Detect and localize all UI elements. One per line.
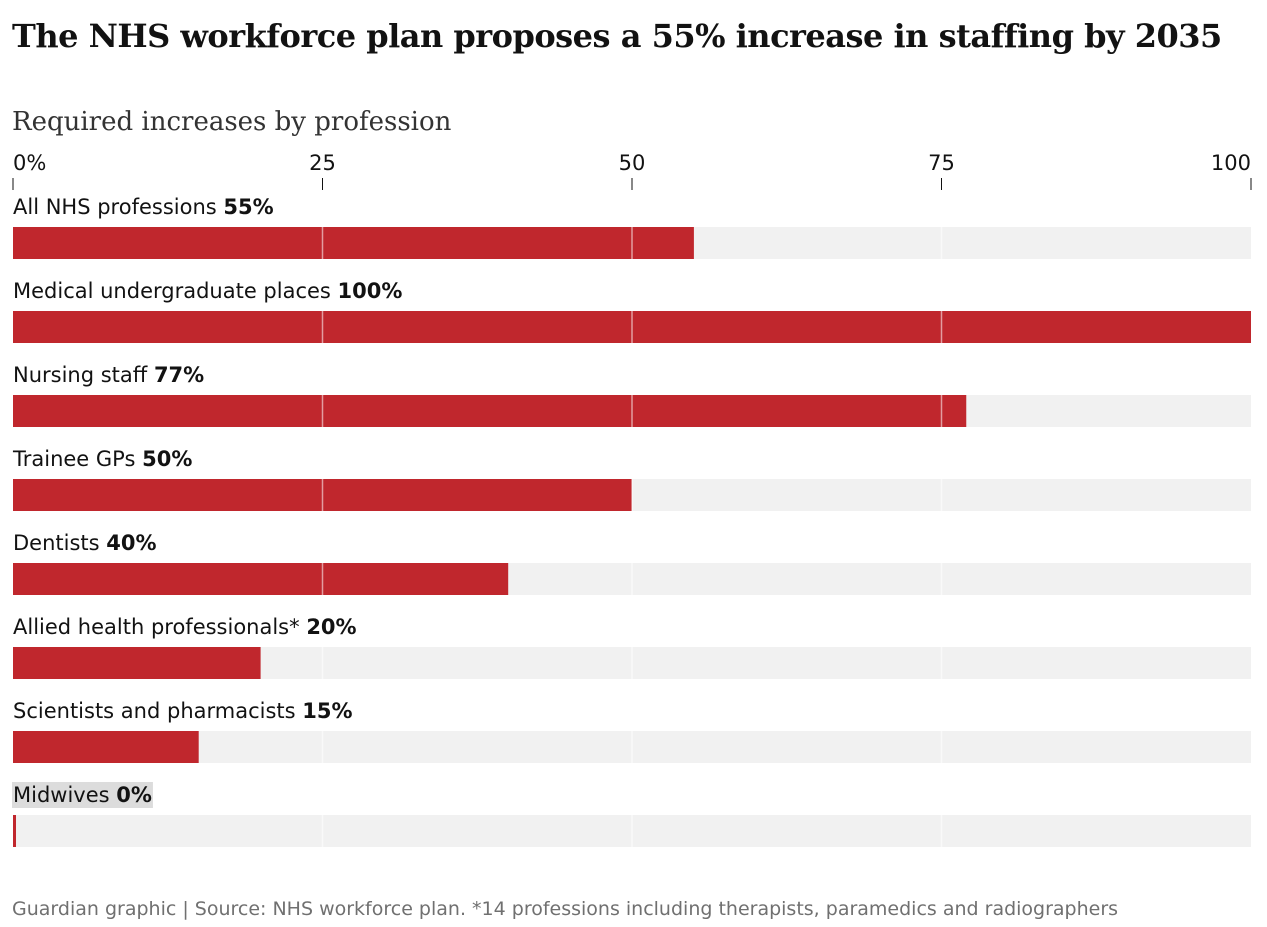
data-label: 0% <box>116 783 152 807</box>
bar <box>13 815 16 847</box>
category-label: All NHS professions 55% <box>13 195 274 219</box>
category-name: Midwives <box>13 783 116 807</box>
category-name: Dentists <box>13 531 106 555</box>
data-label: 15% <box>302 699 352 723</box>
label-highlight <box>12 782 153 808</box>
chart-title: The NHS workforce plan proposes a 55% in… <box>12 17 1222 55</box>
bar <box>13 395 967 427</box>
category-label: Allied health professionals* 20% <box>13 615 357 639</box>
x-tick-label: 75 <box>928 151 955 175</box>
category-label: Midwives 0% <box>13 783 152 807</box>
category-labels: All NHS professions 55% Medical undergrad… <box>12 195 402 808</box>
bar <box>13 647 261 679</box>
x-tick-label: 25 <box>309 151 336 175</box>
category-label: Medical undergraduate places 100% <box>13 279 402 303</box>
category-label: Scientists and pharmacists 15% <box>13 699 353 723</box>
data-label: 20% <box>306 615 356 639</box>
data-label: 100% <box>338 279 403 303</box>
data-label: 40% <box>106 531 156 555</box>
chart-subtitle: Required increases by profession <box>12 107 452 137</box>
category-label: Trainee GPs 50% <box>12 447 192 471</box>
data-label: 55% <box>223 195 273 219</box>
category-label: Dentists 40% <box>13 531 157 555</box>
x-tick-label: 100 <box>1211 151 1251 175</box>
source-note: Guardian graphic | Source: NHS workforce… <box>12 898 1119 920</box>
x-tick-label: 50 <box>619 151 646 175</box>
category-name: All NHS professions <box>13 195 223 219</box>
category-label: Nursing staff 77% <box>13 363 204 387</box>
bar <box>13 227 694 259</box>
data-label: 77% <box>154 363 204 387</box>
category-name: Trainee GPs <box>12 447 142 471</box>
category-name: Scientists and pharmacists <box>13 699 302 723</box>
x-tick-label: 0% <box>13 151 46 175</box>
bar <box>13 563 509 595</box>
bar <box>13 731 199 763</box>
data-label: 50% <box>142 447 192 471</box>
category-name: Nursing staff <box>13 363 154 387</box>
bar-chart: 0% 25 50 75 100 All NHS professions 55% Medica… <box>12 151 1252 847</box>
category-name: Medical undergraduate places <box>13 279 338 303</box>
category-name: Allied health professionals* <box>13 615 306 639</box>
